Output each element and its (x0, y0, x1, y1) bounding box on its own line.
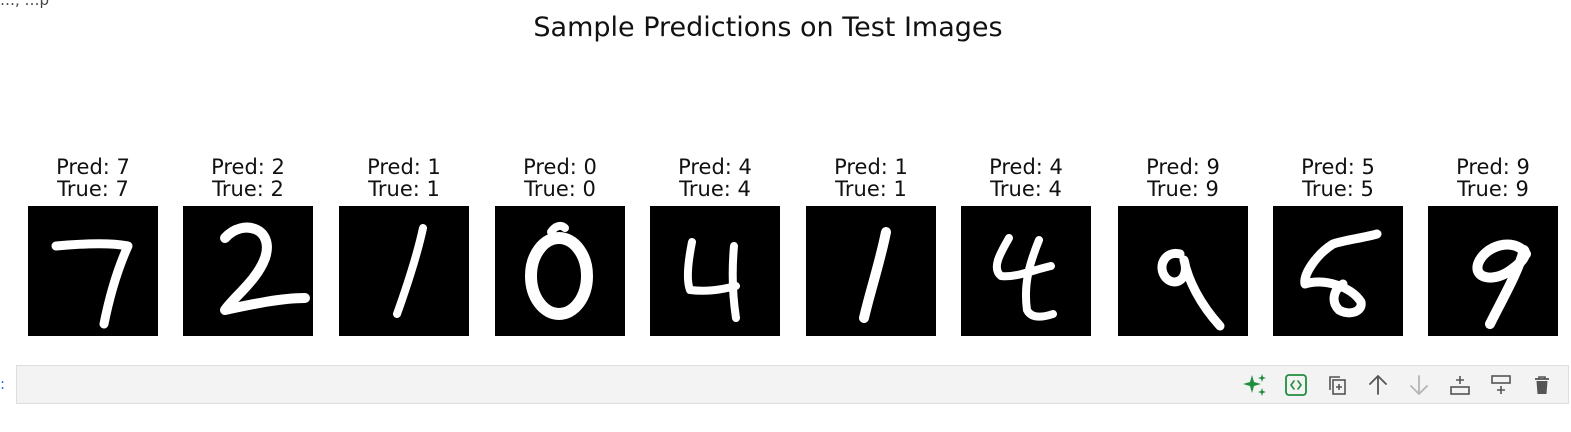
sample-tile: Pred: 4 True: 4 (650, 156, 780, 336)
sample-tile: Pred: 5 True: 5 (1273, 156, 1403, 336)
sample-tile: Pred: 9 True: 9 (1118, 156, 1248, 336)
prediction-label: Pred: 7 (56, 155, 130, 179)
digit-image (28, 206, 158, 336)
prediction-label: Pred: 5 (1301, 155, 1375, 179)
insert-below-button[interactable] (1485, 369, 1516, 401)
true-label: True: 0 (524, 177, 596, 201)
split-cell-icon (1490, 374, 1512, 396)
cell-focus-marker: : (0, 375, 6, 393)
sample-tile: Pred: 9 True: 9 (1428, 156, 1558, 336)
true-label: True: 9 (1147, 177, 1219, 201)
true-label: True: 1 (835, 177, 907, 201)
digit-image (806, 206, 936, 336)
digit-image (495, 206, 625, 336)
copy-cell-button[interactable] (1321, 369, 1352, 401)
digit-image (1428, 206, 1558, 336)
digit-image (650, 206, 780, 336)
insert-above-button[interactable] (1444, 369, 1475, 401)
figure-title: Sample Predictions on Test Images (533, 12, 1003, 43)
move-up-button[interactable] (1362, 369, 1393, 401)
digit-image (339, 206, 469, 336)
cell-toolbar (1239, 369, 1557, 401)
true-label: True: 7 (57, 177, 129, 201)
sample-tile: Pred: 2 True: 2 (183, 156, 313, 336)
prediction-label: Pred: 9 (1456, 155, 1530, 179)
sample-tile: Pred: 0 True: 0 (495, 156, 625, 336)
digit-image (961, 206, 1091, 336)
code-mode-button[interactable] (1280, 369, 1311, 401)
true-label: True: 2 (212, 177, 284, 201)
digit-image (1118, 206, 1248, 336)
copy-cell-icon (1326, 374, 1348, 396)
prediction-label: Pred: 9 (1146, 155, 1220, 179)
code-brackets-icon (1284, 373, 1308, 397)
prediction-label: Pred: 1 (367, 155, 441, 179)
empty-code-cell[interactable] (16, 365, 1569, 404)
sample-tile: Pred: 7 True: 7 (28, 156, 158, 336)
true-label: True: 5 (1302, 177, 1374, 201)
true-label: True: 4 (679, 177, 751, 201)
prediction-label: Pred: 2 (211, 155, 285, 179)
sparkle-ai-icon (1242, 372, 1268, 398)
move-up-icon (1367, 374, 1389, 396)
move-down-icon (1408, 374, 1430, 396)
prediction-label: Pred: 4 (989, 155, 1063, 179)
delete-cell-button[interactable] (1526, 369, 1557, 401)
true-label: True: 1 (368, 177, 440, 201)
true-label: True: 9 (1457, 177, 1529, 201)
sample-tile: Pred: 1 True: 1 (806, 156, 936, 336)
true-label: True: 4 (990, 177, 1062, 201)
delete-icon (1532, 374, 1552, 396)
move-down-button[interactable] (1403, 369, 1434, 401)
prediction-label: Pred: 0 (523, 155, 597, 179)
prediction-label: Pred: 1 (834, 155, 908, 179)
cutoff-output-text: …, …p (0, 0, 50, 9)
ai-assist-button[interactable] (1239, 369, 1270, 401)
sample-tile: Pred: 1 True: 1 (339, 156, 469, 336)
prediction-label: Pred: 4 (678, 155, 752, 179)
insert-above-icon (1449, 374, 1471, 396)
digit-image (1273, 206, 1403, 336)
digit-image (183, 206, 313, 336)
sample-tile: Pred: 4 True: 4 (961, 156, 1091, 336)
